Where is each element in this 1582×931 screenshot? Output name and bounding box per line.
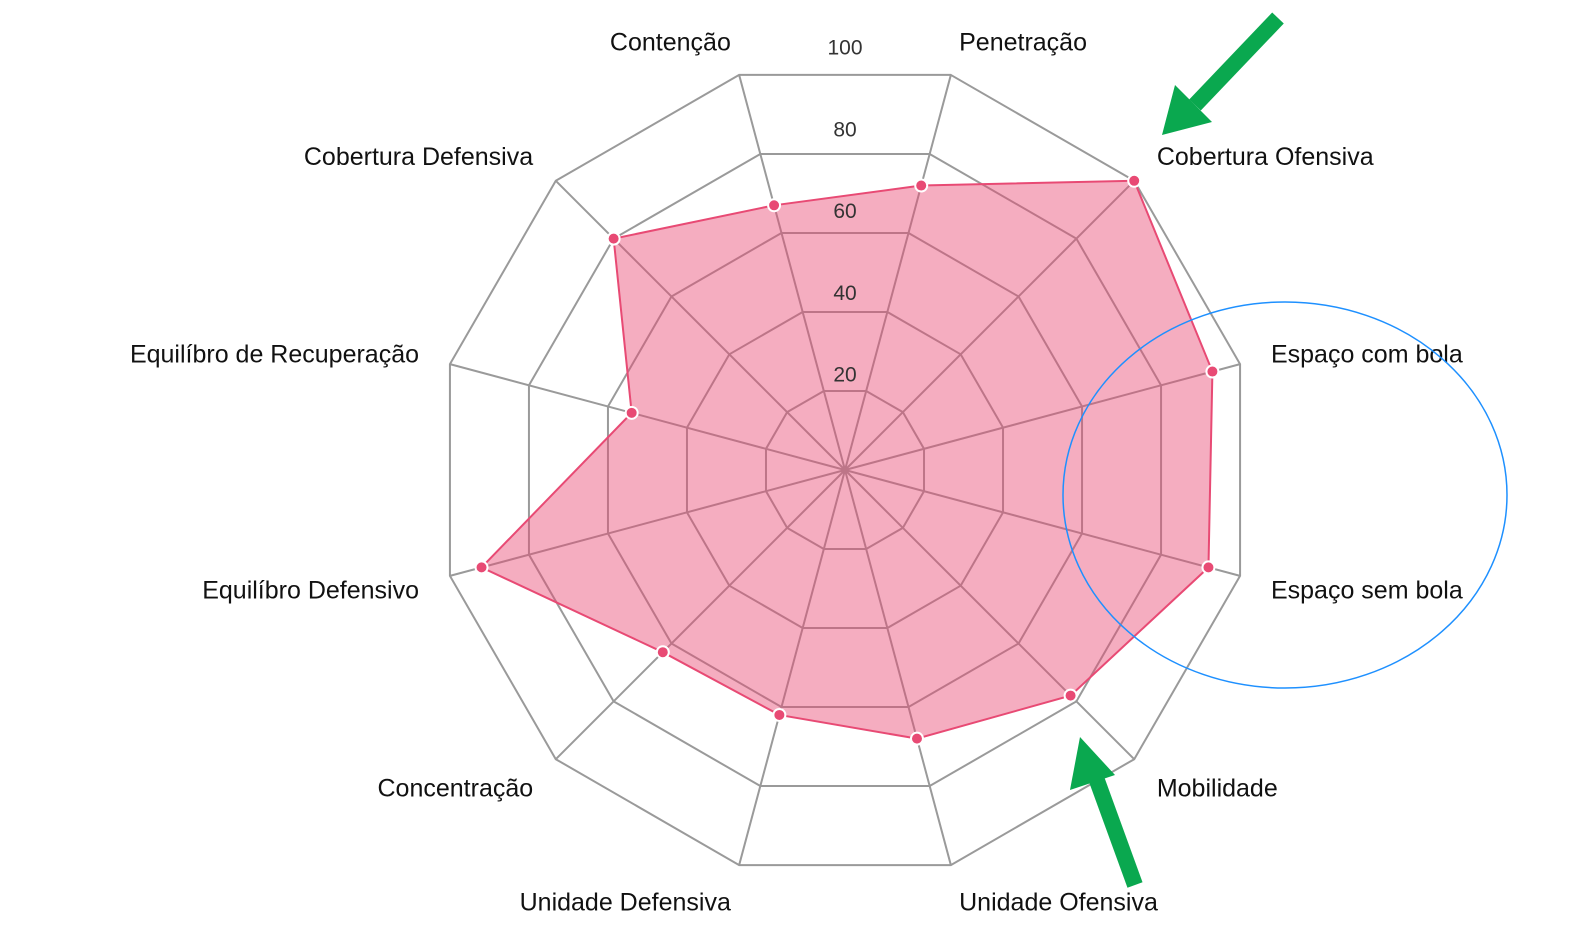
data-point <box>914 178 929 193</box>
axis-label: Espaço sem bola <box>1271 577 1463 605</box>
data-point <box>624 405 639 420</box>
radar-area <box>479 179 1214 740</box>
data-point <box>1063 688 1078 703</box>
data-point <box>772 707 787 722</box>
r-tick-label: 100 <box>827 37 862 60</box>
r-tick-label: 80 <box>833 118 856 141</box>
spoke <box>844 469 1241 577</box>
spoke <box>844 469 1135 760</box>
spoke <box>738 74 846 471</box>
axis-label: Unidade Ofensiva <box>959 889 1158 917</box>
data-point <box>909 731 924 746</box>
r-tick-label: 60 <box>833 200 856 223</box>
data-point <box>1201 560 1216 575</box>
axis-label: Cobertura Ofensiva <box>1157 143 1374 171</box>
data-point <box>767 198 782 213</box>
spoke <box>844 469 952 866</box>
axis-label: Unidade Defensiva <box>520 889 731 917</box>
axis-label: Espaço com bola <box>1271 340 1463 368</box>
spoke <box>555 469 846 760</box>
data-point <box>606 231 621 246</box>
r-tick-label: 20 <box>833 364 856 387</box>
spoke <box>844 180 1135 471</box>
axis-label: Mobilidade <box>1157 774 1278 802</box>
highlight-ellipse <box>1062 301 1508 689</box>
spoke <box>449 363 846 471</box>
spoke <box>449 469 846 577</box>
data-point <box>655 645 670 660</box>
plot-area: 20 40 60 80 100 Penetração Cobertura Ofensiva E… <box>130 29 1463 917</box>
spoke <box>555 180 846 471</box>
data-point <box>1205 364 1220 379</box>
axis-label: Penetração <box>959 29 1087 57</box>
data-point <box>474 560 489 575</box>
r-tick-label: 40 <box>833 282 856 305</box>
axis-label: Cobertura Defensiva <box>304 143 533 171</box>
spoke <box>844 363 1241 471</box>
axis-label: Equilíbro de Recuperação <box>130 340 419 368</box>
axis-label: Contenção <box>610 29 731 57</box>
arrow-top <box>1162 12 1284 135</box>
arrow-bottom <box>1070 737 1143 888</box>
spoke <box>844 74 952 471</box>
axis-label: Equilíbro Defensivo <box>202 577 419 605</box>
axis-label: Concentração <box>378 774 534 802</box>
spoke <box>738 469 846 866</box>
data-point <box>1127 173 1142 188</box>
